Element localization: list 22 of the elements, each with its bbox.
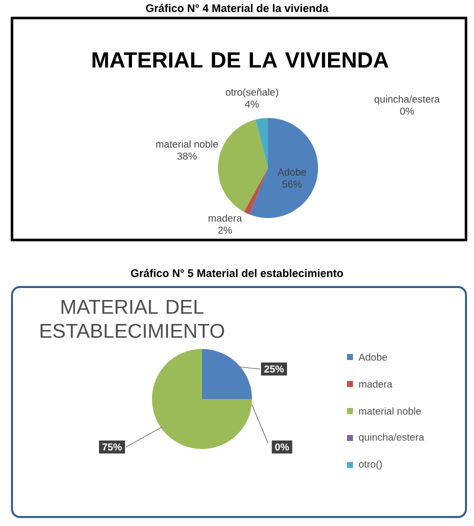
data-label: 75% — [102, 443, 122, 451]
chart-title: MATERIAL DE LA VIVIENDA — [92, 52, 388, 68]
text: Gráfico N° 5 Material del establecimiento — [131, 268, 343, 278]
data-label: 4% — [245, 100, 259, 108]
legend-label: material noble — [359, 407, 421, 415]
chart-title: MATERIAL DEL ESTABLECIMIENTO — [40, 300, 224, 338]
data-label: 56% — [282, 180, 302, 188]
data-label: 25% — [264, 365, 284, 373]
slice-label: madera — [208, 214, 242, 222]
text: 0% — [400, 108, 414, 115]
legend-label: madera — [359, 380, 392, 388]
legend-label: otro() — [358, 460, 382, 470]
slice-label: material noble — [156, 140, 218, 148]
text: Gráfico N° 4 Material de la vivienda — [146, 4, 329, 12]
text: 0% — [275, 443, 289, 451]
legend-label: quincha/estera — [358, 433, 424, 443]
legend-label: Adobe — [358, 353, 387, 361]
slice-label: Adobe — [278, 168, 306, 176]
slice-label: otro(señale) — [226, 88, 278, 98]
data-label: 38% — [177, 152, 197, 160]
data-label: 2% — [218, 226, 232, 234]
category-label: quincha/estera — [374, 95, 440, 105]
